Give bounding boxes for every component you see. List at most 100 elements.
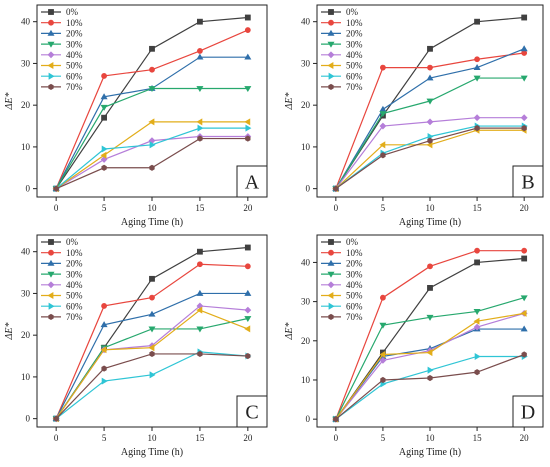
legend-label: 0% (346, 237, 359, 247)
legend-marker (47, 61, 54, 70)
data-point (148, 326, 156, 333)
data-point (101, 303, 107, 309)
data-point (197, 261, 203, 268)
data-point (473, 75, 481, 82)
data-point (244, 86, 252, 93)
data-point (379, 322, 387, 329)
y-tick-label: 10 (21, 142, 31, 152)
series-70pct (53, 135, 251, 192)
legend-item: 20% (41, 259, 83, 269)
legend-label: 20% (346, 29, 363, 39)
data-point (244, 289, 252, 296)
x-tick-label: 5 (381, 433, 386, 443)
data-point (149, 66, 155, 73)
legend-label: 30% (66, 269, 83, 279)
legend-marker (327, 29, 335, 36)
legend-label: 70% (346, 82, 363, 92)
legend-item: 50% (321, 61, 363, 71)
series-60pct (53, 348, 252, 423)
legend-marker (327, 259, 335, 266)
legend-label: 30% (66, 39, 83, 49)
series-40pct (332, 114, 528, 193)
x-axis-label: Aging Time (h) (399, 217, 461, 228)
data-point (197, 350, 203, 358)
x-tick-label: 5 (381, 203, 386, 213)
legend-item: 40% (321, 280, 363, 290)
x-axis-label: Aging Time (h) (399, 447, 461, 458)
legend-marker (48, 83, 54, 90)
data-point (196, 53, 204, 60)
y-tick-label: 0 (306, 414, 311, 424)
legend-item: 10% (41, 18, 83, 28)
legend-item: 70% (41, 82, 83, 92)
legend-label: 50% (66, 291, 83, 301)
data-point (197, 135, 203, 142)
legend-label: 60% (66, 301, 83, 311)
legend-item: 30% (321, 269, 363, 279)
series-30pct (332, 75, 528, 193)
y-tick-label: 10 (301, 375, 311, 385)
x-tick-label: 20 (243, 433, 253, 443)
data-point (100, 104, 108, 111)
data-point (100, 346, 107, 354)
data-point (380, 294, 386, 301)
legend-marker (48, 249, 54, 256)
data-point (149, 164, 155, 171)
x-tick-label: 10 (148, 203, 158, 213)
series-20pct (332, 325, 528, 422)
legend-label: 50% (66, 61, 83, 71)
legend-marker (48, 9, 54, 15)
data-point (380, 64, 386, 71)
data-point (149, 141, 156, 149)
y-tick-label: 10 (21, 372, 31, 382)
legend-label: 50% (346, 61, 363, 71)
data-point (244, 306, 252, 314)
legend-label: 60% (346, 301, 363, 311)
panel-label: A (245, 172, 260, 194)
y-tick-label: 10 (301, 142, 311, 152)
y-axis-label: ΔE* (284, 93, 295, 111)
legend-item: 50% (321, 291, 363, 301)
y-tick-label: 40 (21, 247, 31, 257)
legend-label: 0% (66, 7, 79, 17)
legend-marker (328, 239, 334, 245)
series-line (55, 121, 248, 190)
legend-item: 0% (41, 237, 79, 247)
data-point (245, 352, 251, 360)
series-0pct (53, 244, 251, 422)
series-70pct (333, 351, 527, 423)
legend-marker (48, 72, 55, 80)
y-tick-label: 20 (21, 330, 31, 340)
data-point (333, 416, 339, 423)
x-tick-label: 20 (520, 433, 530, 443)
legend-item: 70% (321, 312, 363, 322)
legend-item: 60% (321, 301, 363, 311)
legend-item: 60% (321, 71, 363, 81)
data-point (474, 18, 480, 25)
y-tick-label: 30 (301, 58, 311, 68)
series-line (335, 77, 525, 189)
series-line (55, 246, 248, 419)
data-point (333, 185, 339, 192)
data-point (101, 145, 108, 153)
legend-label: 60% (66, 71, 83, 81)
y-tick-label: 20 (21, 100, 31, 110)
data-point (427, 374, 433, 382)
data-point (244, 244, 251, 251)
legend-marker (327, 41, 335, 48)
data-point (196, 118, 203, 126)
data-point (474, 352, 481, 360)
legend-marker (327, 61, 334, 70)
series-70pct (333, 125, 527, 192)
legend-item: 0% (41, 7, 79, 17)
data-point (53, 185, 59, 192)
legend-marker (48, 239, 54, 245)
series-line (335, 250, 525, 420)
data-point (427, 263, 433, 270)
y-tick-label: 0 (26, 414, 31, 424)
legend-label: 10% (66, 248, 83, 258)
data-point (148, 86, 156, 93)
legend-marker (328, 313, 334, 320)
y-tick-label: 30 (21, 58, 31, 68)
